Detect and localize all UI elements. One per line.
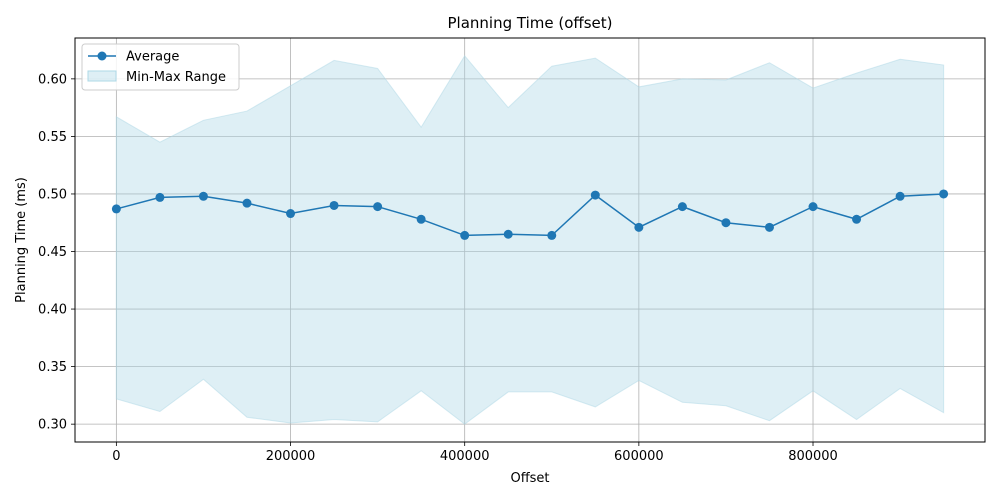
x-axis-label: Offset [510,471,549,486]
average-point [242,198,252,208]
average-point [416,214,426,224]
legend-range-label: Min-Max Range [126,70,226,85]
average-point [895,191,905,201]
y-tick-label: 0.30 [38,418,67,433]
legend-range-swatch-icon [87,70,117,82]
y-tick-label: 0.55 [38,130,67,145]
average-series [111,189,949,240]
y-tick-label: 0.35 [38,360,67,375]
average-point [764,222,774,232]
x-tick-label: 800000 [788,449,838,464]
x-tick-label: 0 [112,449,120,464]
average-point [721,218,731,228]
y-tick-label: 0.50 [38,187,67,202]
average-point [590,190,600,200]
average-point [286,209,296,219]
y-tick-label: 0.60 [38,72,67,87]
chart-title: Planning Time (offset) [448,14,613,32]
legend-box [81,43,240,91]
x-tick-label: 200000 [266,449,316,464]
legend: Average Min-Max Range [81,43,240,91]
average-point [329,200,339,210]
min-max-band [115,54,945,425]
x-tick-label: 400000 [440,449,490,464]
y-axis-label: Planning Time (ms) [14,177,29,303]
average-point [460,230,470,240]
average-point [155,192,165,202]
y-tick-label: 0.45 [38,245,67,260]
average-point [547,230,557,240]
legend-average-label: Average [126,50,179,65]
average-line [116,193,944,237]
average-point [939,189,949,199]
average-point [503,229,513,239]
average-point [677,202,687,212]
average-point [852,214,862,224]
y-axis-ticks: 0.30 0.35 0.40 0.45 0.50 0.55 0.60 [38,72,75,433]
average-point [808,202,818,212]
x-axis-ticks: 0 200000 400000 600000 800000 [112,442,838,464]
average-point [634,222,644,232]
legend-average-marker-icon [97,51,107,61]
plot-frame [74,37,986,443]
x-tick-label: 600000 [614,449,664,464]
average-point [373,202,383,212]
average-point [111,204,121,214]
y-tick-label: 0.40 [38,303,67,318]
average-point [198,191,208,201]
min-max-range-area [115,54,945,425]
